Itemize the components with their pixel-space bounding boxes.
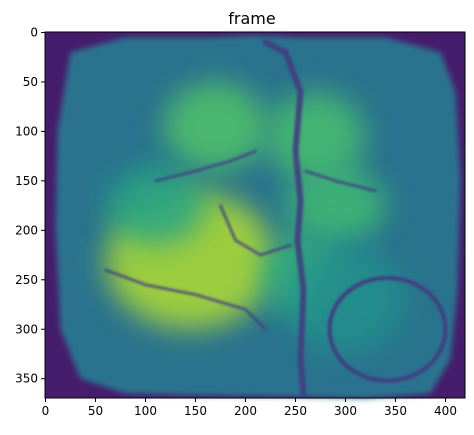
- y-tick-label: 350: [15, 372, 38, 386]
- y-tick-label: 250: [15, 273, 38, 287]
- bright-region: [106, 166, 206, 245]
- y-tick-label: 0: [30, 25, 38, 39]
- x-tick-label: 200: [234, 404, 257, 418]
- y-tick-label: 150: [15, 174, 38, 188]
- y-tick-label: 100: [15, 124, 38, 138]
- y-tick-label: 300: [15, 322, 38, 336]
- heatmap-image: [45, 32, 465, 398]
- bright-region: [164, 82, 268, 171]
- x-tick-label: 50: [88, 404, 103, 418]
- y-tick-label: 50: [23, 75, 38, 89]
- bright-region: [266, 92, 366, 181]
- x-tick-label: 0: [42, 404, 50, 418]
- x-tick-label: 400: [434, 404, 457, 418]
- x-tick-label: 250: [284, 404, 307, 418]
- y-tick-label: 200: [15, 223, 38, 237]
- x-tick-label: 350: [384, 404, 407, 418]
- x-tick-label: 150: [184, 404, 207, 418]
- x-tick-label: 100: [134, 404, 157, 418]
- chart-title: frame: [228, 9, 275, 28]
- x-tick-label: 300: [334, 404, 357, 418]
